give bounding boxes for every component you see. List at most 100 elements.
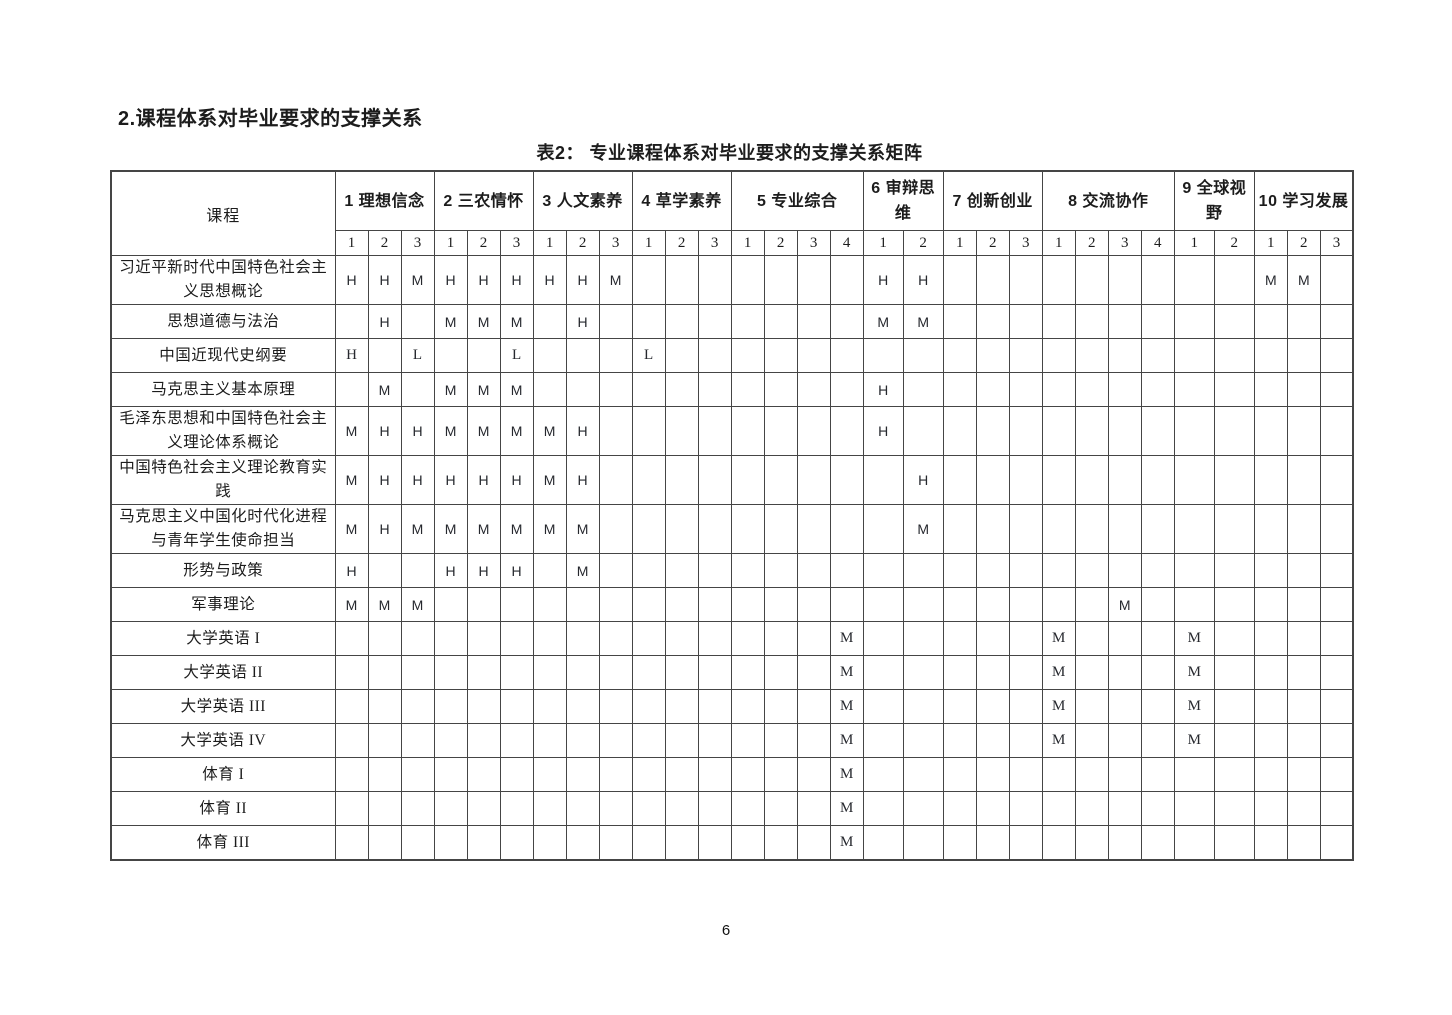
value-cell — [1041, 504, 1076, 554]
value-cell — [1319, 304, 1354, 339]
value-cell — [1008, 587, 1043, 622]
value-cell — [565, 621, 600, 656]
value-cell — [400, 757, 435, 792]
value-cell — [664, 825, 699, 861]
value-cell — [400, 825, 435, 861]
table-row: 体育 I M — [110, 757, 1354, 792]
value-cell: M — [1173, 689, 1215, 724]
value-cell — [796, 757, 831, 792]
value-cell — [1253, 791, 1288, 826]
value-cell — [1253, 455, 1288, 505]
value-cell — [1253, 825, 1288, 861]
value-cell: L — [400, 338, 435, 373]
value-cell — [598, 621, 633, 656]
value-cell — [862, 587, 904, 622]
value-cell — [902, 689, 944, 724]
value-cell — [697, 255, 732, 305]
value-cell — [730, 655, 765, 690]
value-cell — [697, 791, 732, 826]
value-cell — [664, 255, 699, 305]
value-cell — [664, 504, 699, 554]
value-cell — [400, 791, 435, 826]
value-cell — [1213, 757, 1255, 792]
table-row: 马克思主义基本原理 M M M M H — [110, 372, 1354, 407]
value-cell — [697, 504, 732, 554]
value-cell: M — [829, 825, 864, 861]
value-cell — [1213, 255, 1255, 305]
value-cell — [631, 553, 666, 588]
value-cell — [433, 757, 468, 792]
value-cell — [1107, 372, 1142, 407]
value-cell — [862, 791, 904, 826]
value-cell — [1074, 406, 1109, 456]
group-header-cell: 4 草学素养 — [631, 170, 732, 231]
value-cell — [1213, 621, 1255, 656]
subcol-header-cell: 2 — [902, 230, 944, 256]
value-cell — [862, 553, 904, 588]
value-cell — [796, 504, 831, 554]
value-cell — [1107, 255, 1142, 305]
value-cell — [697, 689, 732, 724]
value-cell — [598, 791, 633, 826]
value-cell — [1107, 689, 1142, 724]
value-cell — [400, 304, 435, 339]
subcol-header-cell: 3 — [1319, 230, 1354, 256]
value-cell — [730, 504, 765, 554]
value-cell: H — [499, 455, 534, 505]
table-row: 马克思主义中国化时代化进程与青年学生使命担当 M H M M M M M M M — [110, 504, 1354, 554]
value-cell — [763, 255, 798, 305]
value-cell — [1140, 825, 1175, 861]
value-cell — [942, 587, 977, 622]
subcol-header-cell: 1 — [532, 230, 567, 256]
value-cell — [763, 338, 798, 373]
value-cell: H — [367, 304, 402, 339]
value-cell — [400, 655, 435, 690]
value-cell — [730, 791, 765, 826]
value-cell — [433, 587, 468, 622]
subcol-header-cell: 2 — [1213, 230, 1255, 256]
value-cell — [466, 621, 501, 656]
value-cell: M — [400, 587, 435, 622]
value-cell — [796, 825, 831, 861]
value-cell — [1253, 655, 1288, 690]
value-cell — [367, 621, 402, 656]
value-cell — [1041, 406, 1076, 456]
value-cell — [1074, 655, 1109, 690]
value-cell — [1173, 255, 1215, 305]
value-cell — [631, 406, 666, 456]
subcol-header-cell: 2 — [367, 230, 402, 256]
value-cell — [1140, 723, 1175, 758]
value-cell — [1041, 757, 1076, 792]
value-cell — [829, 372, 864, 407]
value-cell — [334, 825, 369, 861]
value-cell — [1008, 689, 1043, 724]
value-cell — [862, 655, 904, 690]
value-cell — [975, 757, 1010, 792]
value-cell: M — [1173, 723, 1215, 758]
value-cell — [433, 689, 468, 724]
value-cell — [1253, 621, 1288, 656]
value-cell — [631, 255, 666, 305]
value-cell: H — [862, 406, 904, 456]
subcol-header-cell: 3 — [1008, 230, 1043, 256]
value-cell — [1008, 655, 1043, 690]
value-cell — [334, 372, 369, 407]
value-cell: H — [334, 553, 369, 588]
value-cell — [1319, 621, 1354, 656]
value-cell — [975, 587, 1010, 622]
value-cell — [334, 689, 369, 724]
value-cell — [1253, 406, 1288, 456]
value-cell: M — [334, 504, 369, 554]
value-cell — [499, 689, 534, 724]
value-cell — [631, 723, 666, 758]
value-cell — [1107, 553, 1142, 588]
value-cell — [1253, 553, 1288, 588]
value-cell — [367, 757, 402, 792]
value-cell — [796, 791, 831, 826]
value-cell: L — [499, 338, 534, 373]
value-cell: M — [829, 757, 864, 792]
value-cell — [1107, 757, 1142, 792]
value-cell — [942, 338, 977, 373]
value-cell — [631, 587, 666, 622]
